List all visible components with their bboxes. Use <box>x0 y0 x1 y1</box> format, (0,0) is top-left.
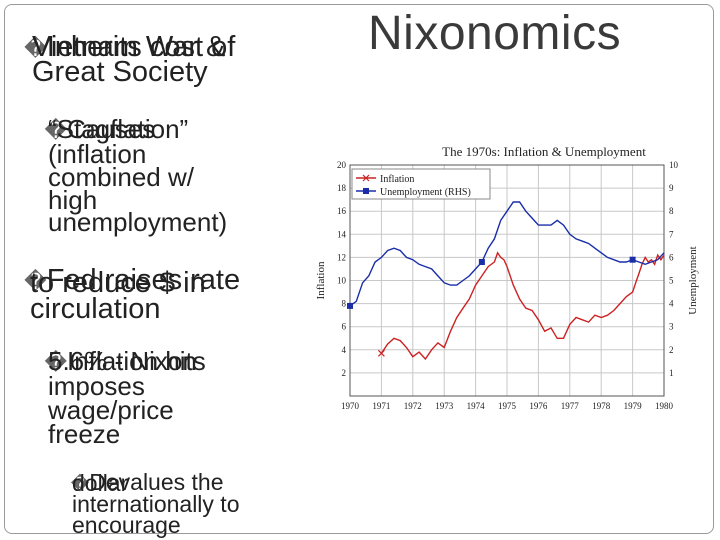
y2-axis-label: Unemployment <box>687 246 699 314</box>
slide-frame <box>4 4 714 534</box>
bullet-line: “Stagflation” <box>48 114 189 144</box>
y2-tick-label: 6 <box>669 252 674 262</box>
bullet-line: circulation <box>30 293 161 325</box>
bullet-line: 5.6% - Nixon <box>48 346 197 376</box>
bullet-line: encourage <box>72 512 181 538</box>
x-tick-label: 1970 <box>341 401 360 411</box>
bullet-glyph-icon: � <box>70 474 90 494</box>
y2-tick-label: 10 <box>669 160 679 170</box>
unemployment-marker <box>347 302 353 309</box>
y2-tick-label: 9 <box>669 183 674 193</box>
y2-tick-label: 4 <box>669 299 674 309</box>
x-tick-label: 1971 <box>372 401 390 411</box>
bullet-line: Inflation hits <box>67 346 206 376</box>
bullet-line: to reduce $ in <box>30 267 206 299</box>
bullet-line: Vietnam War & <box>32 31 226 63</box>
chart-svg: The 1970s: Inflation & Unemployment 1970… <box>315 140 702 416</box>
slide-title: Nixonomics <box>368 7 622 60</box>
y2-tick-label: 5 <box>669 276 674 286</box>
series-line <box>349 201 665 307</box>
y-tick-label: 18 <box>337 183 347 193</box>
unemployment-marker <box>478 259 485 266</box>
y-tick-label: 2 <box>342 368 347 378</box>
x-tick-label: 1972 <box>404 401 422 411</box>
y-tick-label: 6 <box>342 322 347 332</box>
y-tick-label: 16 <box>337 206 347 216</box>
bullet-line: unemployment) <box>48 207 228 237</box>
x-tick-label: 1977 <box>561 401 580 411</box>
chart-axes <box>349 164 665 397</box>
bullet-line: dollar <box>72 470 129 496</box>
y2-tick-label: 2 <box>669 345 674 355</box>
bullet-line: Inherits cost of <box>46 31 236 63</box>
inflation-unemployment-chart: The 1970s: Inflation & Unemployment 1970… <box>315 140 702 416</box>
y2-tick-label: 7 <box>669 229 674 239</box>
legend-label: Unemployment (RHS) <box>380 187 471 198</box>
bullet-glyph-icon: � <box>44 350 68 375</box>
bullet-line: freeze <box>48 419 121 449</box>
chart-title: The 1970s: Inflation & Unemployment <box>442 144 646 159</box>
bullet-inflation: �Inflation hits <box>30 327 206 376</box>
bullet-glyph-icon: � <box>24 36 47 61</box>
y2-tick-label: 3 <box>669 322 674 332</box>
x-tick-label: 1974 <box>467 401 486 411</box>
y-tick-label: 10 <box>337 276 347 286</box>
y-tick-label: 20 <box>337 160 347 170</box>
bullet-line: imposes <box>48 371 145 401</box>
bullet-causes: �Causes <box>30 95 155 142</box>
y-axis-label: Inflation <box>316 261 327 299</box>
bullet-line: internationally to <box>72 491 240 517</box>
bullet-line: combined w/ <box>48 162 194 192</box>
x-tick-label: 1978 <box>592 401 611 411</box>
bullet-fed: �Fed raises rate <box>8 243 241 296</box>
plot-border <box>349 164 665 397</box>
x-tick-label: 1976 <box>529 401 548 411</box>
bullet-line: Fed raises rate <box>46 264 241 296</box>
bullet-line: high <box>48 185 98 215</box>
bullet-line: wage/price <box>48 395 174 425</box>
bullet-glyph-icon: � <box>44 118 68 143</box>
legend-label: Inflation <box>380 174 414 185</box>
x-tick-label: 1973 <box>435 401 454 411</box>
series-line <box>380 251 665 361</box>
unemployment-marker <box>629 256 636 263</box>
inflation-marker <box>377 349 385 357</box>
chart-series <box>347 201 665 361</box>
bullet-line: (inflation <box>48 139 147 169</box>
y-tick-label: 4 <box>342 345 347 355</box>
bullet-line: Great Society <box>32 56 208 88</box>
y2-tick-label: 1 <box>669 368 674 378</box>
legend-marker <box>363 188 369 194</box>
bullet-line: Devalues the <box>89 469 224 495</box>
x-tick-label: 1979 <box>624 401 643 411</box>
y-tick-label: 14 <box>337 229 347 239</box>
chart-legend: Inflation Unemployment (RHS) <box>351 168 491 200</box>
y2-tick-label: 8 <box>669 206 674 216</box>
chart-ticks: 1970 1971 1972 1973 1974 1975 1976 1977 1978 1979… <box>337 160 679 411</box>
y-tick-label: 8 <box>342 299 347 309</box>
y-tick-label: 12 <box>337 252 346 262</box>
bullet-devalues: �Devalues the <box>58 451 224 495</box>
legend-box <box>351 168 491 200</box>
bullet-inherits: �Inherits cost of <box>8 10 236 63</box>
bullet-glyph-icon: � <box>24 269 47 294</box>
x-tick-label: 1975 <box>498 401 517 411</box>
bullet-line: Causes <box>67 114 156 144</box>
legend-marker <box>362 174 370 182</box>
x-tick-label: 1980 <box>655 401 674 411</box>
